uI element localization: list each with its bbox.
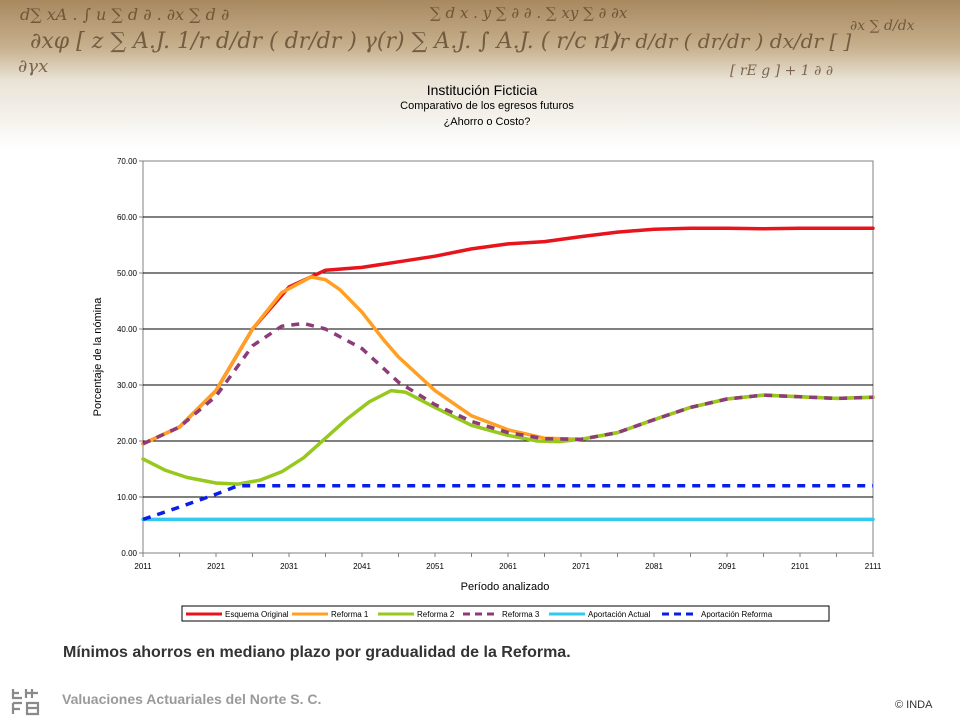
chart-title: Institución Ficticia [427,82,538,98]
legend-label: Reforma 3 [502,610,540,619]
x-tick-label: 2011 [134,562,152,571]
svg-text:[ rE g ] + 1 ∂ ∂: [ rE g ] + 1 ∂ ∂ [730,63,833,79]
chart-subtitle: Comparativo de los egresos futuros [400,100,574,112]
header-banner: d∑ xA . ∫ u ∑ d ∂ . ∂x ∑ d ∂ ∑ d x . y ∑… [0,0,960,80]
svg-text:∂xφ [ z ∑ A.J. 1/r d/dr ( dr/: ∂xφ [ z ∑ A.J. 1/r d/dr ( dr/dr ) γ(r) ∑… [30,29,620,54]
chart-subtitle-question: ¿Ahorro o Costo? [444,116,531,128]
legend: Esquema Original Reforma 1 Reforma 2 Reform… [186,610,773,619]
y-tick-label: 60.00 [117,213,138,222]
svg-text:1/r d/dr ( dr/dr ) dx/dr [ ]: 1/r d/dr ( dr/dr ) dx/dr [ ] [600,29,851,53]
y-tick-label: 50.00 [117,269,138,278]
x-tick-label: 2031 [280,562,298,571]
x-axis-ticks: 2011 2021 2031 2041 2051 2061 2071 2081 2091 2101… [134,553,882,571]
gridlines [143,216,873,498]
x-tick-label: 2101 [791,562,809,571]
y-tick-label: 30.00 [117,381,138,390]
series-line-aportacion-reforma [142,484,873,522]
legend-label: Aportación Actual [588,610,650,619]
footer-copyright: © INDA [895,699,933,711]
plot-area [142,160,874,554]
x-tick-label: 2061 [499,562,517,571]
x-tick-label: 2071 [572,562,590,571]
x-tick-label: 2091 [718,562,736,571]
y-axis-ticks: 0.00 10.00 20.00 30.00 40.00 50.00 60.00 70.00 [117,157,143,558]
company-logo [10,686,42,718]
series-line-reforma-2 [141,388,875,486]
x-tick-label: 2111 [865,562,882,571]
slide-caption: Mínimos ahorros en mediano plazo por gra… [63,644,571,661]
svg-text:∂x ∑ d/dx: ∂x ∑ d/dx [850,18,915,34]
line-chart: Institución Ficticia Comparativo de los … [92,82,882,622]
legend-label: Aportación Reforma [701,610,773,619]
y-tick-label: 40.00 [117,325,138,334]
x-tick-label: 2051 [426,562,444,571]
banner-fade [0,80,960,150]
y-tick-label: 70.00 [117,157,138,166]
y-tick-label: 10.00 [117,493,138,502]
legend-label: Reforma 2 [417,610,455,619]
y-tick-label: 20.00 [117,437,138,446]
x-tick-label: 2041 [353,562,371,571]
x-tick-label: 2021 [207,562,225,571]
y-tick-label: 0.00 [121,549,137,558]
y-axis-label: Porcentaje de la nómina [92,297,104,417]
x-tick-label: 2081 [645,562,663,571]
series-line-reforma-3 [142,321,874,446]
legend-label: Reforma 1 [331,610,369,619]
series-lines [141,226,875,522]
legend-box [181,605,830,622]
svg-text:d∑ xA . ∫ u ∑ d ∂ . ∂x ∑ d ∂: d∑ xA . ∫ u ∑ d ∂ . ∂x ∑ d ∂ [20,5,229,24]
footer-company-name: Valuaciones Actuariales del Norte S. C. [62,691,322,707]
svg-text:∂γx: ∂γx [18,56,48,77]
x-axis-label: Período analizado [461,581,550,593]
svg-text:∑ d x . y ∑ ∂ ∂ . ∑ xy ∑ ∂ ∂x: ∑ d x . y ∑ ∂ ∂ . ∑ xy ∑ ∂ ∂x [430,4,628,22]
legend-label: Esquema Original [225,610,289,619]
